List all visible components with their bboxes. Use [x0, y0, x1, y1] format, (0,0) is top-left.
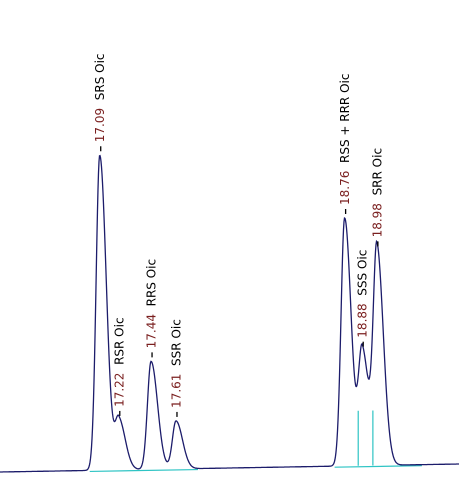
integration-baseline: [89, 468, 198, 473]
retention-time: 17.44: [145, 314, 159, 348]
peak-name: SSR Oic: [169, 319, 183, 366]
retention-time: 18.88: [356, 303, 370, 337]
peak-name: SRS Oic: [93, 53, 107, 100]
trace: [0, 154, 459, 473]
peak-name: SRR Oic: [370, 148, 384, 195]
peak-name: SSS Oic: [356, 250, 370, 296]
peak-name: RRS Oic: [145, 259, 159, 306]
retention-time: 17.61: [169, 374, 183, 408]
peak-name: RSR Oic: [112, 317, 126, 364]
retention-time: 18.98: [370, 203, 384, 237]
retention-time: 17.09: [93, 108, 107, 142]
peak-name: RSS + RRR Oic: [338, 74, 352, 163]
retention-time: 18.76: [338, 171, 352, 205]
integration-baseline: [334, 465, 422, 468]
retention-time: 17.22: [112, 373, 126, 407]
